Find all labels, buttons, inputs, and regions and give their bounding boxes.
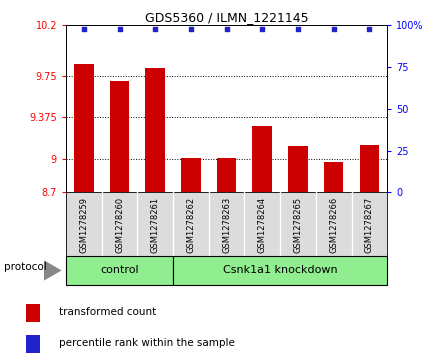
Bar — [66, 256, 173, 285]
Text: GSM1278261: GSM1278261 — [151, 197, 160, 253]
Bar — [26, 304, 40, 322]
Point — [330, 26, 337, 32]
Text: protocol: protocol — [4, 262, 47, 272]
Bar — [110, 81, 129, 192]
Bar — [217, 158, 236, 192]
Point — [223, 26, 230, 32]
Text: GSM1278260: GSM1278260 — [115, 197, 124, 253]
Text: GSM1278265: GSM1278265 — [293, 197, 302, 253]
Text: GSM1278262: GSM1278262 — [187, 197, 195, 253]
Bar — [74, 64, 94, 192]
Polygon shape — [44, 260, 62, 281]
Text: control: control — [100, 265, 139, 276]
Text: GSM1278259: GSM1278259 — [79, 197, 88, 253]
Bar — [145, 68, 165, 192]
Point — [294, 26, 301, 32]
Point — [187, 26, 194, 32]
Bar — [324, 162, 344, 192]
Text: Csnk1a1 knockdown: Csnk1a1 knockdown — [223, 265, 337, 276]
Text: percentile rank within the sample: percentile rank within the sample — [59, 338, 235, 348]
Bar — [26, 335, 40, 353]
Text: GSM1278263: GSM1278263 — [222, 197, 231, 253]
Text: GSM1278264: GSM1278264 — [258, 197, 267, 253]
Point — [81, 26, 88, 32]
Text: GSM1278267: GSM1278267 — [365, 197, 374, 253]
Bar — [288, 146, 308, 192]
Title: GDS5360 / ILMN_1221145: GDS5360 / ILMN_1221145 — [145, 11, 308, 24]
Bar — [181, 158, 201, 192]
Point — [366, 26, 373, 32]
Bar — [253, 126, 272, 192]
Bar — [173, 256, 387, 285]
Point — [152, 26, 159, 32]
Point — [116, 26, 123, 32]
Text: GSM1278266: GSM1278266 — [329, 197, 338, 253]
Text: transformed count: transformed count — [59, 307, 157, 317]
Bar — [359, 144, 379, 192]
Point — [259, 26, 266, 32]
